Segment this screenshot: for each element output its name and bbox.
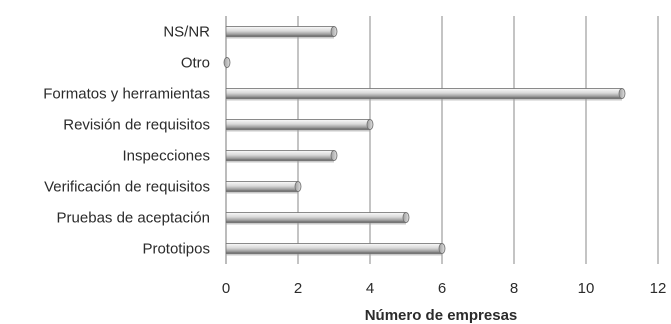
bar	[225, 26, 338, 39]
bar-body	[225, 26, 335, 37]
bar-body	[225, 150, 335, 161]
bar-cap	[330, 150, 338, 161]
category-label: Pruebas de aceptación	[57, 210, 210, 227]
bar-body	[225, 88, 623, 99]
category-label: Formatos y herramientas	[43, 86, 210, 103]
bar-cap	[618, 88, 626, 99]
bar	[225, 150, 338, 163]
x-tick-label: 8	[510, 280, 518, 297]
bar-cap	[438, 243, 446, 254]
x-tick-label: 10	[578, 280, 595, 297]
x-tick-label: 12	[650, 280, 667, 297]
bar	[225, 181, 302, 194]
bar-cap	[223, 57, 231, 68]
label-layer: 0 2 4 6 8 10 12 NS/NR Otro Formatos y herramienta…	[43, 24, 666, 298]
x-tick-label: 0	[222, 280, 230, 297]
bar-body	[225, 243, 443, 254]
grid-layer	[297, 16, 659, 264]
bar	[225, 88, 626, 101]
bar	[225, 212, 410, 225]
x-tick-label: 6	[438, 280, 446, 297]
category-label: Prototipos	[142, 241, 210, 258]
bar-cap	[294, 181, 302, 192]
category-label: Inspecciones	[122, 148, 210, 165]
category-label: Verificación de requisitos	[44, 179, 210, 196]
bar-cap	[330, 26, 338, 37]
category-label: Otro	[181, 55, 210, 72]
bar-body	[225, 212, 407, 223]
bar-body	[225, 181, 299, 192]
x-axis-title: Número de empresas	[365, 307, 518, 324]
bar	[225, 119, 374, 132]
x-tick-label: 4	[366, 280, 374, 297]
bar-layer	[223, 26, 626, 256]
category-label: NS/NR	[163, 24, 210, 41]
bar	[225, 243, 446, 256]
bar-cap	[402, 212, 410, 223]
category-label: Revisión de requisitos	[63, 117, 210, 134]
x-tick-label: 2	[294, 280, 302, 297]
bar-body	[225, 119, 371, 130]
bar	[223, 57, 231, 70]
bar-cap	[366, 119, 374, 130]
